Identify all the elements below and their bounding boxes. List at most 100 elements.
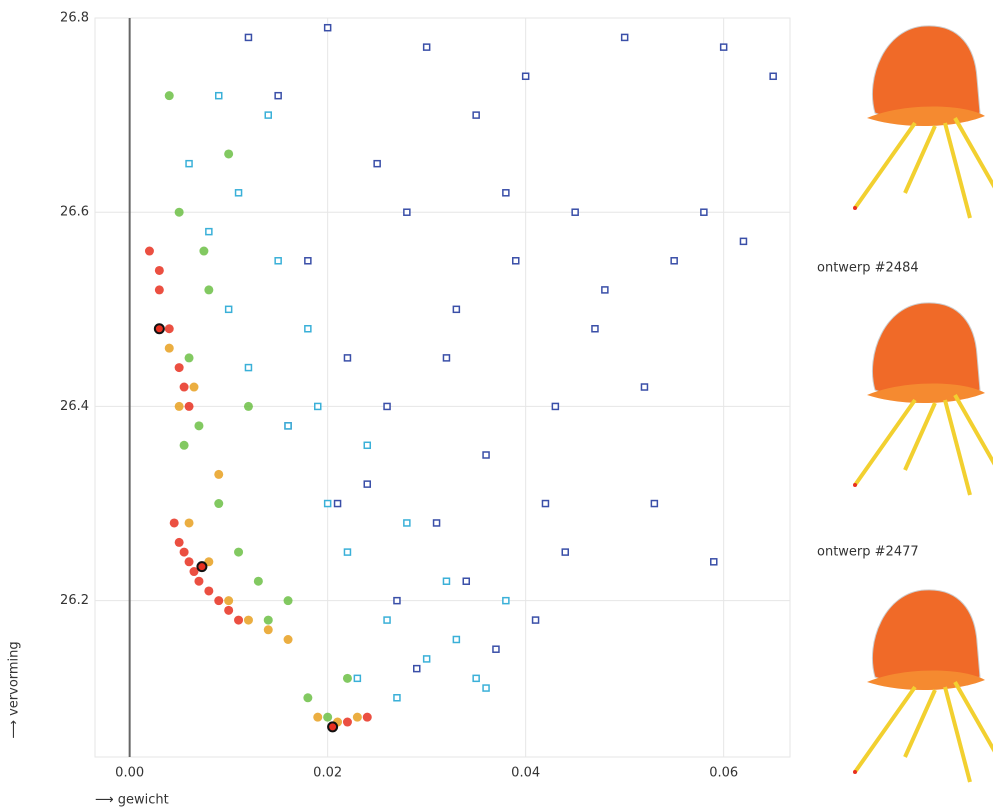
- point: [622, 34, 628, 40]
- point: [224, 606, 233, 615]
- point: [199, 247, 208, 256]
- point: [770, 73, 776, 79]
- point: [424, 656, 430, 662]
- point: [185, 557, 194, 566]
- point: [226, 306, 232, 312]
- y-tick-label: 26.6: [60, 205, 89, 220]
- point: [245, 34, 251, 40]
- point: [185, 353, 194, 362]
- point: [443, 578, 449, 584]
- point: [214, 596, 223, 605]
- point: [244, 616, 253, 625]
- point: [394, 598, 400, 604]
- point: [186, 161, 192, 167]
- point: [424, 44, 430, 50]
- point: [175, 538, 184, 547]
- point: [275, 258, 281, 264]
- point: [285, 423, 291, 429]
- point: [254, 577, 263, 586]
- point: [305, 258, 311, 264]
- point: [503, 598, 509, 604]
- point: [711, 559, 717, 565]
- point: [343, 718, 352, 727]
- design-label: ontwerp #2477: [817, 545, 919, 560]
- point: [194, 577, 203, 586]
- point: [305, 326, 311, 332]
- point: [303, 693, 312, 702]
- point: [325, 501, 331, 507]
- point: [354, 675, 360, 681]
- point: [343, 674, 352, 683]
- point: [204, 586, 213, 595]
- plot-area: [95, 18, 790, 757]
- figure: ⟶ vervorming ⟶ gewicht ontwerp #2484 ont…: [0, 0, 993, 810]
- highlight-point: [328, 722, 337, 731]
- x-tick-label: 0.00: [115, 766, 144, 781]
- point: [165, 324, 174, 333]
- point: [323, 713, 332, 722]
- point: [503, 190, 509, 196]
- point: [740, 238, 746, 244]
- point: [315, 403, 321, 409]
- point: [353, 713, 362, 722]
- point: [414, 666, 420, 672]
- x-tick-label: 0.06: [709, 766, 738, 781]
- point: [185, 518, 194, 527]
- point: [562, 549, 568, 555]
- point: [523, 73, 529, 79]
- plot-background: [95, 18, 790, 757]
- point: [165, 91, 174, 100]
- point: [483, 685, 489, 691]
- point: [234, 616, 243, 625]
- point: [374, 161, 380, 167]
- point: [384, 403, 390, 409]
- y-axis-label: ⟶ vervorming: [7, 641, 22, 738]
- body: {"chart_data": { "type": "scatter", "x_l…: [0, 0, 993, 810]
- point: [236, 190, 242, 196]
- y-tick-label: 26.4: [60, 399, 89, 414]
- point: [264, 625, 273, 634]
- highlight-point: [155, 324, 164, 333]
- point: [344, 549, 350, 555]
- point: [721, 44, 727, 50]
- point: [443, 355, 449, 361]
- point: [473, 112, 479, 118]
- point: [180, 548, 189, 557]
- point: [641, 384, 647, 390]
- point: [364, 442, 370, 448]
- point: [325, 25, 331, 31]
- point: [394, 695, 400, 701]
- point: [180, 383, 189, 392]
- point: [180, 441, 189, 450]
- chair-image: [853, 26, 993, 218]
- point: [363, 713, 372, 722]
- point: [364, 481, 370, 487]
- chair-image: [853, 590, 993, 782]
- point: [473, 675, 479, 681]
- point: [344, 355, 350, 361]
- point: [265, 112, 271, 118]
- point: [175, 402, 184, 411]
- point: [483, 452, 489, 458]
- point: [214, 470, 223, 479]
- point: [592, 326, 598, 332]
- point: [155, 266, 164, 275]
- point: [175, 363, 184, 372]
- x-axis-label: ⟶ gewicht: [95, 793, 169, 808]
- chair-image: [853, 303, 993, 495]
- point: [284, 635, 293, 644]
- design-label: ontwerp #2484: [817, 261, 919, 276]
- point: [165, 344, 174, 353]
- point: [313, 713, 322, 722]
- point: [204, 285, 213, 294]
- point: [190, 383, 199, 392]
- point: [434, 520, 440, 526]
- point: [216, 93, 222, 99]
- point: [552, 403, 558, 409]
- point: [572, 209, 578, 215]
- point: [284, 596, 293, 605]
- point: [264, 616, 273, 625]
- y-tick-label: 26.2: [60, 593, 89, 608]
- x-tick-label: 0.02: [313, 766, 342, 781]
- point: [170, 518, 179, 527]
